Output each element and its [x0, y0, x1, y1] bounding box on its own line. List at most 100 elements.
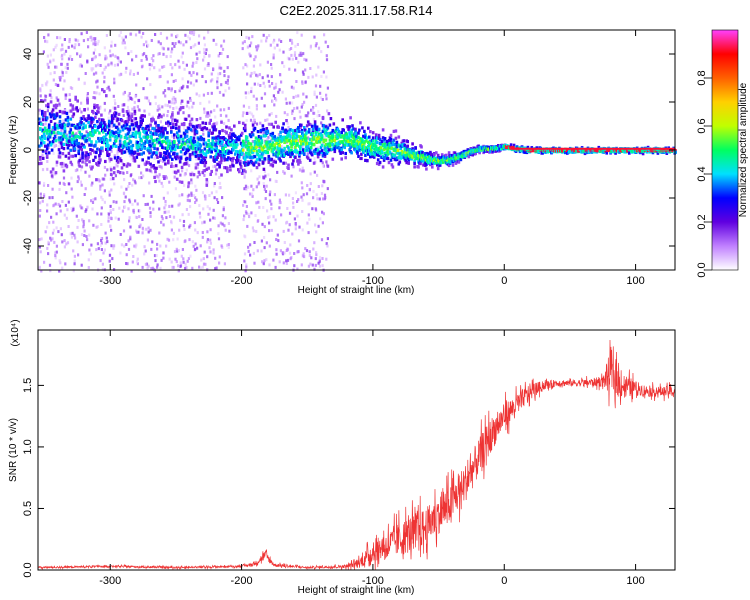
noise-cell — [122, 192, 126, 196]
noise-cell — [44, 122, 47, 126]
noise-cell — [262, 182, 265, 185]
ridge-cell — [91, 148, 94, 152]
ridge-cell — [41, 149, 45, 153]
ridge-cell — [236, 143, 239, 147]
ridge-cell — [391, 153, 395, 157]
noise-cell — [164, 200, 167, 203]
noise-cell — [296, 31, 299, 35]
noise-cell — [46, 40, 49, 44]
ridge-cell — [83, 134, 86, 138]
ridge-cell — [64, 154, 68, 158]
ridge-cell — [370, 145, 374, 150]
ridge-cell — [41, 134, 44, 139]
ridge-cell — [318, 140, 322, 144]
noise-cell — [83, 81, 86, 85]
noise-cell — [189, 31, 192, 35]
noise-cell — [136, 262, 139, 266]
noise-cell — [106, 87, 109, 90]
noise-cell — [84, 209, 87, 213]
ridge-cell — [214, 142, 217, 147]
ridge-cell — [215, 168, 218, 172]
ridge-cell — [197, 157, 201, 161]
noise-cell — [55, 96, 58, 100]
ridge-cell — [155, 166, 158, 170]
noise-cell — [326, 244, 329, 248]
noise-cell — [126, 105, 130, 109]
noise-cell — [317, 185, 320, 188]
ridge-cell — [108, 147, 112, 151]
noise-cell — [153, 254, 157, 258]
ridge-cell — [62, 169, 66, 173]
noise-cell — [78, 64, 81, 68]
ridge-cell — [55, 103, 59, 107]
noise-cell — [162, 256, 165, 260]
noise-cell — [203, 107, 206, 111]
ridge-cell — [109, 172, 113, 176]
ridge-cell — [397, 162, 401, 166]
ridge-cell — [156, 155, 159, 159]
ridge-cell — [172, 142, 175, 147]
ridge-cell — [406, 140, 409, 144]
noise-cell — [223, 224, 226, 228]
ridge-cell — [76, 123, 79, 127]
noise-cell — [179, 261, 182, 265]
noise-cell — [227, 246, 230, 249]
ridge-cell — [50, 110, 54, 114]
ridge-cell — [158, 126, 161, 130]
noise-cell — [57, 121, 60, 125]
ridge-cell — [157, 115, 160, 119]
noise-cell — [77, 175, 80, 179]
noise-cell — [154, 174, 157, 178]
noise-cell — [290, 85, 293, 89]
noise-cell — [137, 230, 140, 234]
noise-cell — [222, 93, 225, 97]
noise-cell — [171, 42, 174, 46]
ridge-cell — [375, 136, 379, 140]
ridge-cell — [315, 125, 319, 129]
ridge-cell — [389, 133, 393, 137]
noise-cell — [79, 204, 82, 208]
ridge-cell — [300, 136, 303, 141]
ridge-cell — [261, 124, 265, 128]
noise-cell — [209, 218, 212, 222]
noise-cell — [147, 230, 150, 234]
ridge-cell — [368, 135, 371, 139]
noise-cell — [301, 166, 304, 170]
ridge-cell — [153, 143, 156, 147]
ridge-cell — [300, 123, 303, 127]
ridge-cell — [105, 132, 108, 136]
noise-cell — [74, 236, 77, 240]
noise-cell — [221, 47, 225, 51]
ridge-cell — [169, 122, 172, 126]
noise-cell — [199, 244, 202, 248]
noise-cell — [58, 259, 61, 263]
ridge-cell — [245, 111, 249, 115]
ridge-cell — [109, 133, 113, 137]
noise-cell — [305, 95, 308, 99]
noise-cell — [110, 216, 113, 220]
ridge-cell — [266, 151, 270, 155]
noise-cell — [190, 181, 194, 185]
noise-cell — [82, 225, 85, 229]
noise-cell — [183, 67, 186, 71]
ridge-cell — [274, 120, 277, 124]
ridge-cell — [50, 148, 54, 152]
ridge-cell — [93, 106, 96, 110]
ridge-cell — [117, 134, 121, 138]
noise-cell — [164, 203, 167, 207]
noise-cell — [293, 252, 296, 255]
noise-cell — [243, 175, 246, 179]
ridge-cell — [389, 158, 393, 162]
ridge-cell — [364, 158, 367, 162]
noise-cell — [67, 45, 70, 49]
noise-cell — [214, 172, 218, 176]
noise-cell — [202, 47, 206, 51]
noise-cell — [219, 113, 222, 117]
ridge-cell — [229, 164, 232, 168]
noise-cell — [251, 226, 254, 230]
noise-cell — [268, 34, 271, 37]
ridge-cell — [247, 161, 251, 165]
ridge-cell — [299, 145, 302, 149]
ridge-cell — [40, 122, 43, 126]
ridge-cell — [414, 146, 417, 150]
